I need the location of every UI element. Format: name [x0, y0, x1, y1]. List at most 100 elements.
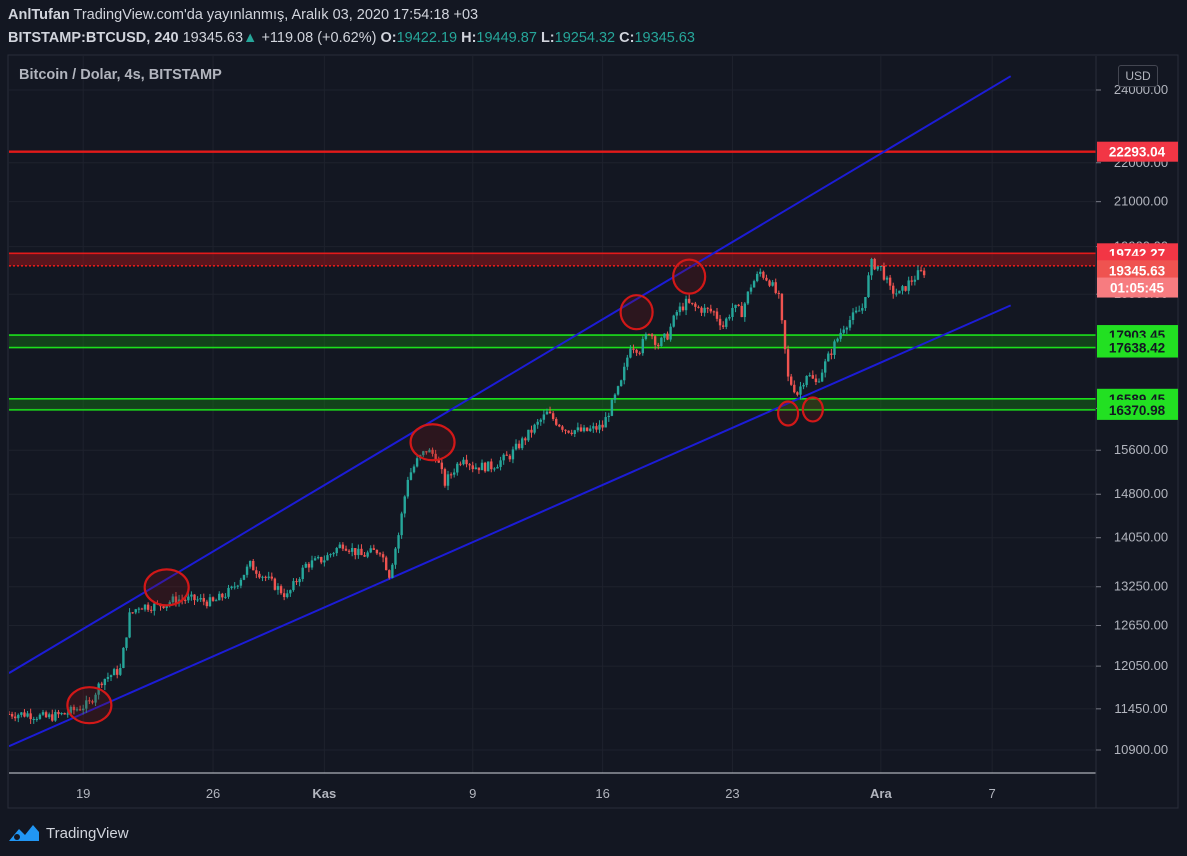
time-axis[interactable]: 19 26 Kas 9 16 23 Ara 7 [76, 786, 996, 801]
candle-body [895, 293, 898, 295]
candle-body [131, 612, 134, 614]
candle-body [400, 513, 403, 536]
candle-body [245, 566, 249, 575]
candle-body [731, 307, 734, 317]
candle-body [684, 298, 688, 311]
candle-body [706, 307, 709, 309]
candle-body [363, 555, 366, 557]
candle-body [508, 455, 512, 460]
candle-body [598, 424, 601, 430]
candle-body [112, 669, 116, 676]
symbol-label[interactable]: BITSTAMP:BTCUSD, 240 [8, 30, 179, 46]
candle-body [199, 598, 202, 600]
candle-body [208, 597, 212, 607]
candle-body [344, 548, 348, 551]
open-label: O: [380, 30, 397, 46]
candle-body [582, 427, 586, 432]
candle-body [521, 438, 524, 449]
candle-body [106, 677, 110, 679]
candle-body [490, 461, 493, 470]
candle-body [468, 464, 471, 466]
candle-body [122, 647, 125, 668]
candle-body [437, 460, 440, 463]
candle-body [428, 449, 431, 453]
candle-body [366, 552, 369, 557]
candle-body [205, 601, 209, 607]
candle-body [295, 581, 298, 583]
candle-body [802, 384, 805, 387]
candle-body [211, 597, 215, 601]
candle-body [774, 282, 777, 293]
price-tag-label: 16370.98 [1109, 403, 1166, 418]
candle-body [483, 462, 487, 472]
candle-body [85, 700, 88, 709]
candle-body [718, 318, 722, 326]
candle-body [499, 460, 502, 467]
candle-body [134, 609, 137, 613]
candle-body [137, 608, 141, 610]
touch-marker-circle [776, 400, 800, 427]
candle-body [20, 712, 23, 715]
candle-body [585, 427, 589, 431]
candle-body [783, 320, 787, 350]
touch-marker-circle [801, 396, 824, 423]
candle-body [755, 273, 759, 282]
touch-marker-circle [409, 423, 456, 462]
candle-body [242, 574, 246, 580]
candle-body [573, 430, 576, 434]
candle-body [595, 426, 598, 430]
candle-body [613, 394, 617, 400]
candle-body [69, 706, 73, 714]
candle-body [626, 357, 629, 367]
author-name[interactable]: AnlTufan [8, 7, 70, 23]
candle-body [700, 307, 703, 313]
candle-body [660, 337, 663, 347]
candle-body [320, 556, 323, 563]
candle-body [858, 310, 861, 312]
candle-body [286, 593, 289, 598]
candle-body [474, 467, 478, 470]
candle-body [32, 719, 35, 721]
candle-body [128, 612, 131, 638]
candle-body [867, 275, 870, 297]
candle-body [449, 474, 453, 476]
candle-body [193, 594, 196, 601]
candle-body [332, 553, 335, 555]
y-tick-label: 11450.00 [1114, 701, 1167, 716]
candle-body [75, 709, 79, 711]
candle-body [465, 459, 468, 465]
candle-body [524, 438, 527, 441]
candle-body [493, 468, 496, 470]
price-zones [9, 150, 1096, 411]
candle-body [17, 714, 20, 719]
candle-body [289, 590, 292, 594]
close-label: C: [619, 30, 635, 46]
candle-body [854, 310, 858, 313]
candle-body [712, 311, 716, 313]
candle-body [276, 586, 280, 590]
candle-body [851, 312, 855, 321]
tradingview-brand[interactable]: TradingView [46, 824, 129, 842]
candle-body [898, 290, 901, 294]
candle-body [218, 593, 221, 601]
y-tick-label: 14800.00 [1114, 486, 1168, 501]
candle-body [669, 326, 672, 340]
candle-body [304, 563, 307, 568]
candle-body [221, 593, 224, 598]
candle-body [372, 548, 376, 550]
candle-body [502, 454, 505, 461]
tradingview-logo-icon[interactable] [8, 823, 40, 843]
candle-body [66, 713, 69, 715]
candle-body [864, 296, 867, 309]
price-tag-last [1097, 260, 1178, 281]
candle-body [820, 372, 824, 382]
x-tick-label: 16 [595, 786, 609, 801]
candle-body [326, 555, 329, 561]
x-tick-label: 26 [206, 786, 220, 801]
candle-body [496, 466, 499, 469]
candle-body [721, 325, 725, 327]
candle-body [589, 428, 592, 431]
candle-body [629, 348, 632, 358]
currency-button[interactable]: USD [1118, 65, 1158, 87]
